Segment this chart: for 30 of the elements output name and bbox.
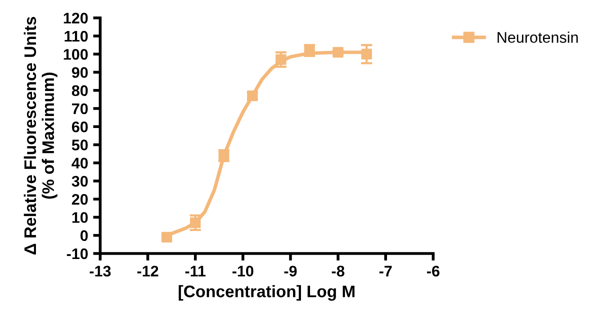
point	[361, 48, 372, 60]
x-tick-label: -10	[232, 266, 254, 277]
y-tick-label: 110	[64, 30, 88, 42]
y-tick-label: 60	[72, 121, 88, 132]
y-tick-label: 120	[64, 12, 88, 24]
point	[190, 217, 201, 228]
y-tick-label: 50	[72, 140, 88, 150]
point	[276, 54, 286, 65]
point	[161, 232, 172, 243]
y-tick-label: 70	[72, 103, 88, 114]
y-tick-label: 10	[72, 212, 88, 223]
y-tick-label: 90	[72, 67, 88, 78]
y-tick-label: 0	[80, 230, 88, 242]
y-tick-label: 100	[64, 48, 88, 60]
y-tick-label: 20	[72, 194, 88, 205]
x-tick-label: -7	[379, 266, 392, 276]
y-tick-label: 30	[72, 176, 88, 187]
point	[332, 46, 344, 58]
x-axis-title: [Concentration] Log M	[178, 285, 354, 301]
x-tick-label: -6	[427, 266, 440, 277]
x-tick-label: -8	[332, 266, 344, 277]
x-tick-label: -13	[90, 266, 111, 277]
legend-label: Neurotensin	[498, 32, 578, 43]
x-tick-label: -12	[137, 266, 158, 276]
y-tick-label: 80	[72, 85, 88, 96]
y-tick-label: 40	[72, 158, 88, 169]
y-tick-label: -10	[66, 248, 88, 260]
x-tick-label: -9	[284, 266, 297, 277]
x-tick-label: -11	[185, 266, 206, 276]
y-axis-title: Δ Relative Fluorescence Units (% of Maximum)	[24, 16, 58, 254]
